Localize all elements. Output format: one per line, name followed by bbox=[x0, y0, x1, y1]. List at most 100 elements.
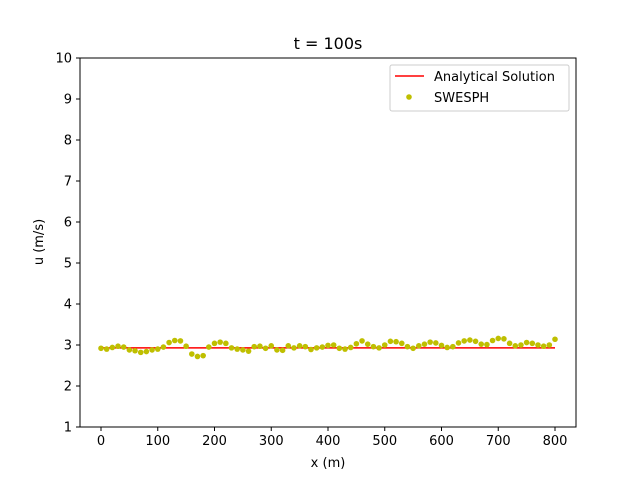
swesph-point bbox=[245, 348, 252, 354]
swesph-point bbox=[467, 337, 473, 343]
swesph-point bbox=[484, 341, 490, 348]
swesph-point bbox=[381, 342, 388, 348]
legend-label-analytical: Analytical Solution bbox=[434, 70, 555, 85]
x-tick-label: 500 bbox=[372, 434, 397, 449]
swesph-point bbox=[188, 351, 195, 357]
swesph-point bbox=[461, 338, 468, 344]
swesph-point bbox=[410, 345, 416, 352]
swesph-point bbox=[217, 339, 223, 345]
swesph-point bbox=[501, 336, 507, 342]
y-axis-label: u (m/s) bbox=[32, 219, 47, 265]
x-tick-label: 800 bbox=[543, 434, 568, 449]
swesph-point bbox=[472, 338, 479, 345]
swesph-point bbox=[387, 338, 394, 345]
swesph-point bbox=[291, 345, 297, 351]
chart-title: t = 100s bbox=[294, 34, 363, 53]
swesph-point bbox=[455, 340, 462, 346]
swesph-point bbox=[211, 340, 218, 347]
swesph-point bbox=[103, 346, 110, 352]
swesph-point bbox=[336, 345, 343, 352]
swesph-point bbox=[171, 337, 178, 344]
swesph-point bbox=[438, 342, 445, 349]
swesph-point bbox=[478, 341, 485, 347]
swesph-point bbox=[166, 339, 172, 346]
swesph-point bbox=[540, 343, 547, 350]
swesph-point bbox=[200, 352, 206, 359]
swesph-point bbox=[285, 343, 292, 349]
swesph-point bbox=[183, 343, 189, 350]
swesph-point bbox=[308, 346, 314, 353]
y-tick-label: 5 bbox=[64, 257, 72, 272]
swesph-point bbox=[206, 344, 212, 350]
swesph-point bbox=[154, 346, 161, 352]
swesph-point bbox=[120, 344, 127, 350]
x-axis: 0 100 200 300 400 500 600 700 800 bbox=[97, 427, 568, 449]
x-tick-label: 100 bbox=[145, 434, 170, 449]
x-tick-label: 200 bbox=[202, 434, 227, 449]
swesph-point bbox=[132, 347, 138, 354]
swesph-point bbox=[523, 339, 530, 346]
swesph-point bbox=[359, 338, 365, 344]
swesph-point bbox=[109, 344, 116, 351]
y-tick-label: 6 bbox=[64, 216, 72, 231]
swesph-point bbox=[444, 344, 450, 351]
swesph-point bbox=[223, 340, 229, 347]
swesph-point bbox=[268, 343, 275, 349]
swesph-point bbox=[433, 340, 439, 346]
swesph-point bbox=[427, 339, 433, 345]
swesph-point bbox=[98, 345, 104, 352]
swesph-point bbox=[404, 343, 411, 350]
swesph-point bbox=[370, 343, 377, 350]
legend-box bbox=[389, 64, 570, 112]
y-tick-label: 8 bbox=[64, 134, 72, 149]
y-tick-label: 2 bbox=[64, 380, 72, 395]
swesph-point bbox=[228, 345, 235, 351]
swesph-point bbox=[143, 348, 150, 355]
swesph-point bbox=[194, 353, 201, 360]
swesph-point bbox=[416, 343, 422, 349]
x-tick-label: 300 bbox=[259, 434, 284, 449]
x-tick-label: 400 bbox=[316, 434, 341, 449]
swesph-point bbox=[398, 340, 405, 347]
y-tick-label: 10 bbox=[55, 52, 72, 67]
x-tick-label: 0 bbox=[97, 434, 105, 449]
swesph-point bbox=[535, 342, 541, 348]
swesph-point bbox=[160, 344, 167, 350]
swesph-point bbox=[512, 343, 519, 349]
swesph-point bbox=[234, 346, 240, 352]
swesph-point bbox=[393, 338, 399, 345]
y-axis: 1 2 3 4 5 6 7 8 9 10 bbox=[55, 52, 80, 436]
swesph-point bbox=[376, 345, 382, 351]
y-tick-label: 1 bbox=[64, 421, 72, 436]
swesph-point bbox=[279, 347, 286, 354]
swesph-point bbox=[319, 344, 326, 350]
swesph-point bbox=[330, 342, 337, 348]
legend-label-swesph: SWESPH bbox=[434, 91, 489, 106]
plot-area bbox=[98, 335, 558, 360]
swesph-point bbox=[296, 343, 303, 349]
swesph-point bbox=[257, 343, 263, 350]
swesph-point bbox=[262, 345, 269, 352]
swesph-point bbox=[240, 347, 246, 353]
swesph-point bbox=[552, 336, 558, 343]
swesph-point bbox=[546, 342, 553, 348]
swesph-point bbox=[364, 341, 371, 347]
swesph-point bbox=[342, 346, 348, 352]
swesph-point bbox=[495, 335, 502, 342]
swesph-point bbox=[506, 340, 513, 347]
swesph-point bbox=[302, 343, 309, 350]
x-axis-label: x (m) bbox=[311, 456, 346, 471]
legend: Analytical Solution SWESPH bbox=[389, 64, 570, 112]
x-tick-label: 600 bbox=[429, 434, 454, 449]
swesph-point bbox=[529, 340, 536, 347]
swesph-point bbox=[149, 347, 155, 353]
swesph-point bbox=[347, 344, 354, 351]
swesph-point bbox=[518, 342, 524, 348]
swesph-point bbox=[450, 343, 456, 350]
legend-marker-swatch bbox=[406, 94, 412, 100]
swesph-point bbox=[489, 337, 496, 344]
swesph-point bbox=[313, 345, 320, 351]
swesph-point bbox=[177, 338, 184, 344]
swesph-point bbox=[353, 340, 360, 347]
